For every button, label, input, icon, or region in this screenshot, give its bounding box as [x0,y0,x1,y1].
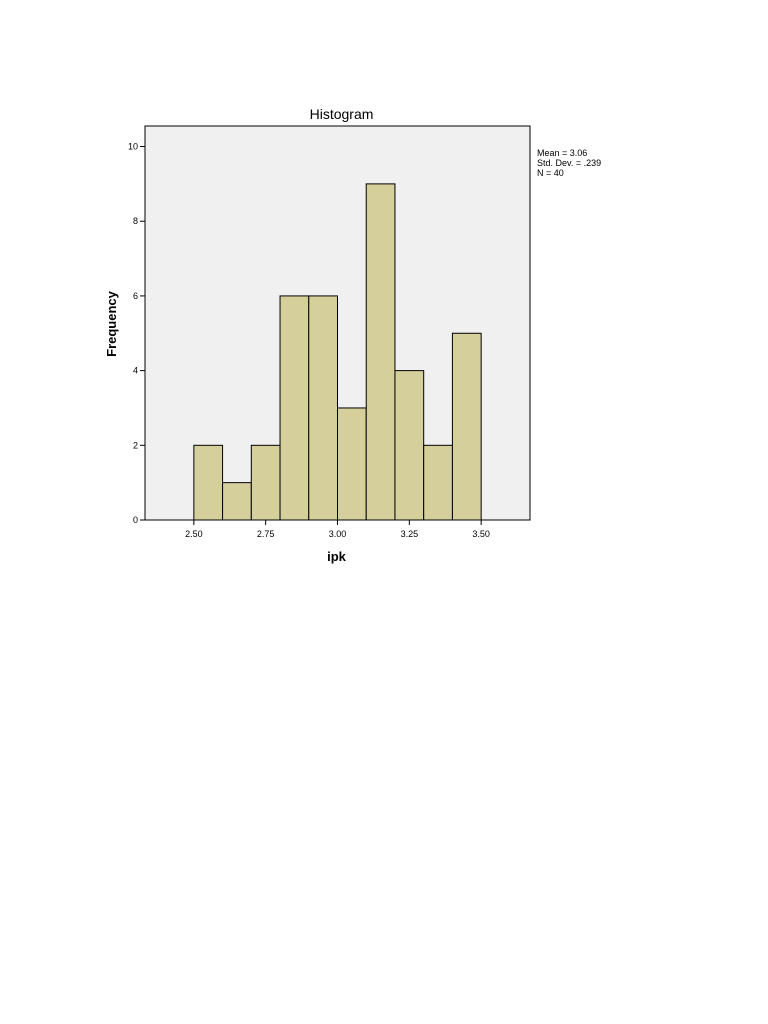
histogram-bar-4 [279,295,310,521]
y-axis-title: Frequency [104,290,119,357]
histogram-bar-10 [451,332,482,521]
histogram-bar-1 [193,444,224,521]
x-tick-label-2: 3.00 [329,529,347,539]
chart-title: Histogram [310,106,374,122]
histogram-bar-6 [337,407,367,521]
x-tick-label-1: 2.75 [257,529,275,539]
y-tick-label-2: 4 [133,366,138,376]
x-tick-label-4: 3.50 [472,529,490,539]
y-tick-label-3: 6 [133,291,138,301]
y-tick-label-4: 8 [133,216,138,226]
y-tick-label-1: 2 [133,440,138,450]
x-axis-title: ipk [327,549,347,564]
y-axis: 0 2 4 6 8 10 [128,142,145,525]
y-tick-label-0: 0 [133,515,138,525]
histogram-bar-3 [250,444,281,521]
histogram-bar-2 [222,482,252,521]
stats-line-2: Std. Dev. = .239 [537,158,601,168]
x-tick-label-3: 3.25 [401,529,419,539]
x-tick-label-0: 2.50 [185,529,203,539]
histogram-bar-9 [423,444,453,521]
x-axis: 2.50 2.75 3.00 3.25 3.50 [185,520,490,539]
histogram-bar-8 [394,370,425,521]
stats-line-1: Mean = 3.06 [537,148,587,158]
histogram-bar-5 [308,295,338,521]
y-tick-label-5: 10 [128,142,138,152]
histogram-bar-7 [365,183,396,521]
stats-line-3: N = 40 [537,168,564,178]
bars-group [193,183,482,521]
